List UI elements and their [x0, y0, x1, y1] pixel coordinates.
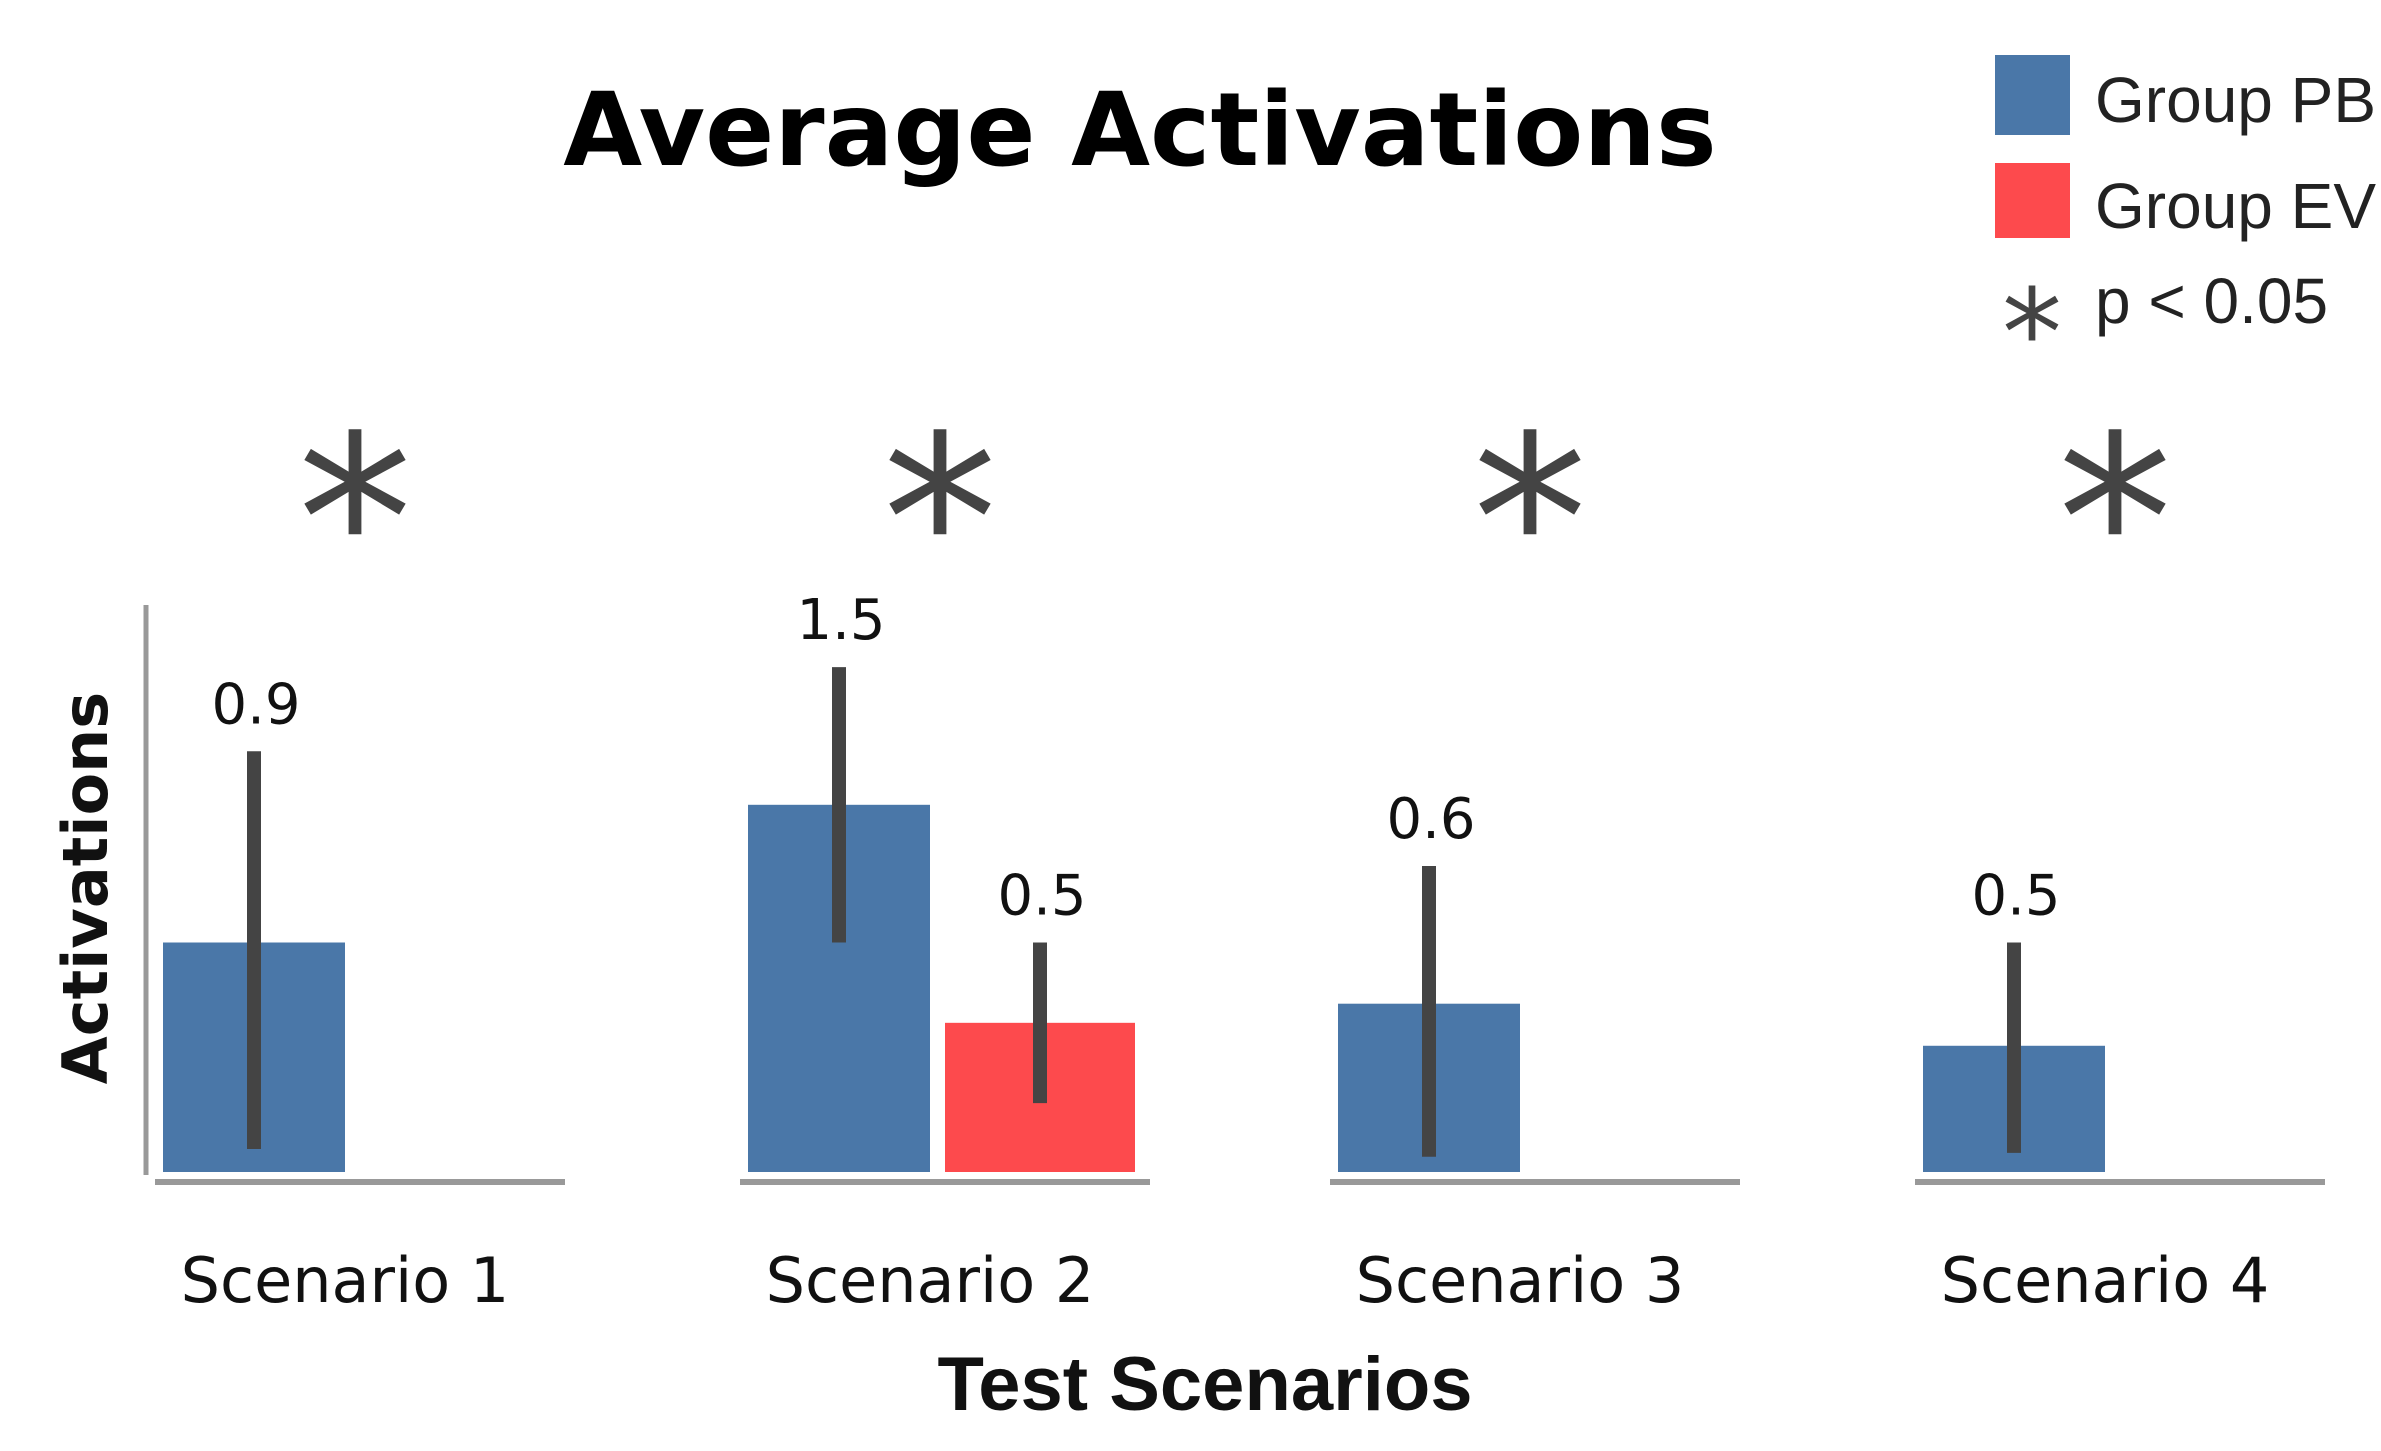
legend-star-icon: *	[2002, 265, 2062, 404]
data-label: 0.9	[211, 672, 300, 737]
data-label: 0.5	[997, 864, 1086, 929]
legend-swatch-pb	[1995, 55, 2070, 135]
x-tick-label: Scenario 1	[181, 1244, 510, 1317]
legend-label-ev: Group EV	[2095, 170, 2376, 242]
significance-star-icon: *	[298, 388, 413, 655]
chart-title: Average Activations	[563, 71, 1716, 190]
data-label: 0.6	[1386, 787, 1475, 852]
y-axis-label: Activations	[49, 692, 122, 1084]
significance-star-icon: *	[883, 388, 998, 655]
bar-group-1: 0.9 * Scenario 1	[155, 388, 565, 1317]
data-label: 0.5	[1971, 864, 2060, 929]
legend-label-significance: p < 0.05	[2095, 265, 2328, 337]
legend-swatch-ev	[1995, 163, 2070, 238]
significance-star-icon: *	[2058, 388, 2173, 655]
bar-group-4: 0.5 * Scenario 4	[1915, 388, 2325, 1317]
significance-star-icon: *	[1473, 388, 1588, 655]
data-label: 1.5	[796, 588, 885, 653]
bar-group-3: 0.6 * Scenario 3	[1330, 388, 1740, 1317]
legend-label-pb: Group PB	[2095, 64, 2376, 136]
bar-group-2: 1.5 0.5 * Scenario 2	[740, 388, 1150, 1317]
x-axis-label: Test Scenarios	[937, 1342, 1472, 1427]
legend: Group PB Group EV * p < 0.05	[1995, 55, 2376, 404]
bar-groups: 0.9 * Scenario 1 1.5 0.5 * Scenario 2 0.6 * Scena…	[155, 388, 2325, 1317]
x-tick-label: Scenario 3	[1356, 1244, 1685, 1317]
x-tick-label: Scenario 4	[1941, 1244, 2270, 1317]
x-tick-label: Scenario 2	[766, 1244, 1095, 1317]
